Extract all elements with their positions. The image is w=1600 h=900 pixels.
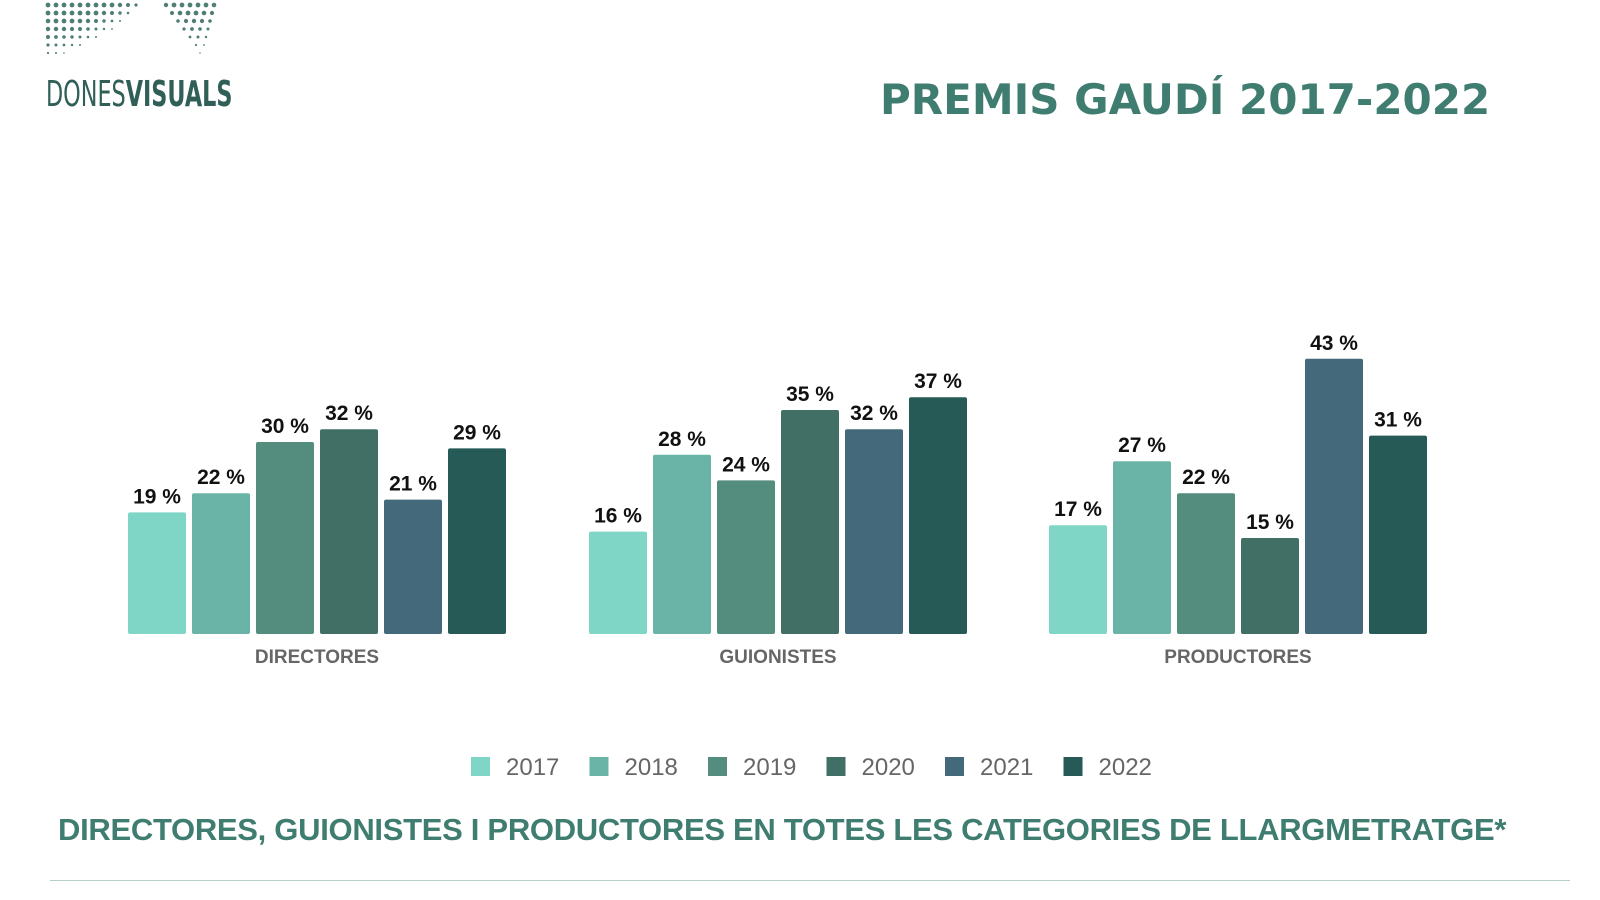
bar-directores-2018	[192, 493, 250, 634]
page-title: PREMIS GAUDÍ 2017-2022	[880, 75, 1491, 124]
legend: 2017 2018 2019 2020 2021 2022	[471, 754, 1152, 781]
legend-swatch-2022	[1063, 757, 1083, 776]
data-label-productores-2022: 31 %	[1374, 409, 1422, 432]
bar-guionistes-2019	[717, 480, 775, 634]
data-label-directores-2018: 22 %	[197, 466, 245, 489]
bar-group-productores: 17 % 27 % 22 % 15 % 43 % 31 % PRODUCTORES	[1049, 332, 1427, 668]
bar-directores-2021	[384, 499, 442, 634]
legend-label-2019: 2019	[743, 754, 796, 781]
bar-productores-2019	[1177, 493, 1235, 634]
footer-caption: DIRECTORES, GUIONISTES I PRODUCTORES EN …	[58, 812, 1507, 847]
data-label-guionistes-2021: 32 %	[850, 402, 898, 425]
data-label-guionistes-2020: 35 %	[786, 383, 834, 406]
data-label-guionistes-2018: 28 %	[658, 428, 706, 451]
data-label-guionistes-2022: 37 %	[914, 370, 962, 393]
category-label-productores: PRODUCTORES	[1164, 647, 1311, 668]
legend-label-2021: 2021	[980, 754, 1033, 781]
legend-swatch-2021	[945, 757, 964, 776]
bar-guionistes-2017	[589, 531, 647, 634]
data-label-directores-2021: 21 %	[389, 473, 437, 496]
bar-productores-2020	[1241, 538, 1299, 634]
data-label-productores-2021: 43 %	[1310, 332, 1358, 355]
bar-productores-2022	[1369, 435, 1427, 634]
footer-divider	[50, 880, 1570, 881]
brand-logo-light: DONES	[46, 74, 126, 115]
data-label-productores-2017: 17 %	[1054, 498, 1102, 521]
bar-productores-2021	[1305, 358, 1363, 634]
legend-swatch-2019	[708, 757, 727, 776]
brand-logo-text: DONESVISUALS	[46, 70, 232, 120]
bar-guionistes-2021	[845, 429, 903, 634]
bar-productores-2017	[1049, 525, 1107, 634]
legend-label-2017: 2017	[506, 754, 559, 781]
data-label-guionistes-2017: 16 %	[594, 505, 642, 528]
bar-directores-2022	[448, 448, 506, 634]
legend-swatch-2020	[826, 757, 846, 776]
bar-chart: 19 % 22 % 30 % 32 % 21 % 29 % DIRECTORES 16 % 28…	[128, 332, 1427, 781]
bar-guionistes-2022	[909, 397, 967, 634]
logo-halftone-right-shape	[163, 2, 217, 54]
data-label-directores-2022: 29 %	[453, 421, 501, 444]
bar-group-guionistes: 16 % 28 % 24 % 35 % 32 % 37 % GUIONISTES	[589, 370, 967, 668]
data-label-guionistes-2019: 24 %	[722, 453, 770, 476]
legend-swatch-2018	[589, 757, 609, 776]
data-label-directores-2017: 19 %	[133, 485, 181, 508]
logo-halftone-left-shape	[45, 2, 138, 55]
legend-label-2018: 2018	[625, 754, 678, 781]
data-label-directores-2019: 30 %	[261, 415, 309, 438]
bar-guionistes-2020	[781, 410, 839, 634]
data-label-productores-2019: 22 %	[1182, 466, 1230, 489]
brand-logo-bold: VISUALS	[125, 74, 233, 115]
bar-guionistes-2018	[653, 454, 711, 634]
legend-label-2022: 2022	[1099, 754, 1152, 781]
data-label-productores-2020: 15 %	[1246, 511, 1294, 534]
bar-directores-2017	[128, 512, 186, 634]
bar-productores-2018	[1113, 461, 1171, 634]
bar-directores-2019	[256, 442, 314, 634]
legend-swatch-2017	[471, 757, 490, 776]
legend-label-2020: 2020	[862, 754, 915, 781]
category-label-guionistes: GUIONISTES	[719, 647, 836, 668]
bar-directores-2020	[320, 429, 378, 634]
category-label-directores: DIRECTORES	[255, 647, 379, 668]
bar-group-directores: 19 % 22 % 30 % 32 % 21 % 29 % DIRECTORES	[128, 402, 506, 668]
data-label-directores-2020: 32 %	[325, 402, 373, 425]
data-label-productores-2018: 27 %	[1118, 434, 1166, 457]
logo-halftone-graphic	[45, 2, 217, 55]
